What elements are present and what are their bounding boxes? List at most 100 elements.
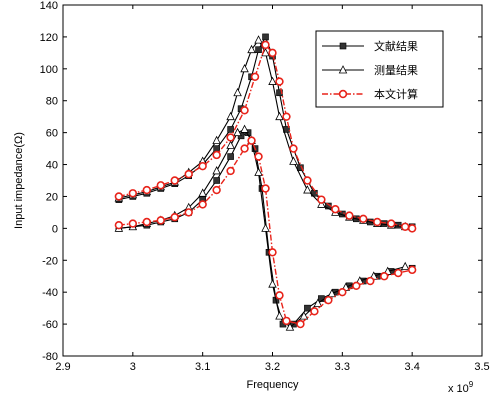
data-point: [387, 219, 396, 228]
data-point: [198, 200, 207, 209]
data-point: [170, 212, 179, 222]
data-point: [128, 219, 138, 228]
y-axis: -80 -60 -40 -20 0 20 40 60 80 100 120 140: [40, 0, 482, 363]
data-point: [254, 167, 263, 176]
legend-label: 本文计算: [374, 87, 418, 101]
data-point: [296, 319, 305, 329]
data-point: [156, 216, 165, 225]
data-point: [304, 304, 311, 312]
data-point: [310, 307, 319, 316]
data-point: [380, 272, 389, 281]
legend-label: 文献结果: [374, 39, 418, 53]
data-point: [400, 261, 410, 271]
data-point: [233, 87, 242, 97]
data-point: [233, 127, 242, 137]
x-tick-label: 3.1: [195, 361, 210, 373]
data-point: [198, 161, 207, 171]
y-tick-label: -60: [42, 319, 58, 331]
data-point: [128, 189, 138, 198]
x-tick-label: 3.5: [474, 361, 489, 373]
data-point: [303, 176, 312, 185]
data-point: [261, 184, 270, 193]
data-point: [324, 295, 333, 305]
data-point: [212, 135, 221, 145]
data-point: [394, 268, 403, 278]
data-point: [184, 169, 193, 179]
legend-marker: [338, 89, 348, 99]
data-point: [359, 214, 368, 223]
data-point: [268, 248, 277, 257]
plot-area: [114, 33, 417, 331]
data-point: [407, 224, 417, 233]
data-point: [299, 311, 309, 320]
data-point: [268, 76, 277, 85]
data-point: [255, 46, 262, 53]
data-point: [327, 288, 337, 298]
data-point: [338, 287, 347, 297]
data-point: [275, 291, 284, 300]
x-axis-label: Frequency: [247, 379, 299, 391]
data-point: [275, 111, 284, 121]
data-point: [254, 152, 263, 161]
y-tick-label: -80: [42, 351, 58, 363]
data-point: [261, 40, 270, 50]
data-point: [366, 276, 375, 286]
y-tick-label: 0: [52, 223, 58, 235]
data-point: [289, 144, 298, 153]
series-3: [114, 40, 417, 329]
data-point: [240, 63, 249, 73]
data-point: [114, 192, 124, 201]
data-point: [400, 222, 410, 231]
legend-marker: [338, 65, 348, 74]
x-axis-exponent-base: x 10: [448, 383, 469, 395]
x-axis-exponent-power: 9: [469, 380, 474, 389]
data-point: [254, 35, 263, 44]
data-point: [317, 199, 326, 208]
y-tick-label: 140: [40, 0, 58, 12]
data-point: [276, 89, 283, 97]
x-tick-label: 3.2: [265, 361, 280, 373]
data-point: [407, 265, 417, 275]
series-line: [118, 128, 406, 329]
data-point: [352, 281, 361, 290]
data-point: [297, 164, 304, 172]
data-point: [303, 185, 312, 194]
y-tick-label: 60: [46, 128, 58, 140]
data-point: [212, 150, 221, 160]
data-point: [213, 145, 220, 152]
data-point: [142, 185, 152, 195]
data-point: [226, 133, 235, 142]
data-point: [156, 181, 165, 190]
data-point: [313, 298, 323, 307]
x-tick-label: 3.4: [405, 361, 420, 373]
data-point: [212, 166, 221, 175]
data-point: [282, 316, 291, 326]
data-point: [226, 140, 235, 149]
data-point: [226, 111, 235, 121]
data-point: [275, 77, 284, 86]
x-tick-label: 3: [130, 361, 136, 373]
x-axis-exponent: x 109: [448, 380, 474, 395]
data-point: [212, 185, 221, 195]
data-point: [213, 177, 220, 184]
x-tick-label: 3.3: [335, 361, 350, 373]
data-point: [331, 205, 340, 214]
data-point: [227, 126, 234, 133]
data-point: [198, 188, 207, 197]
data-point: [226, 166, 235, 176]
y-tick-label: 40: [46, 160, 58, 172]
data-point: [268, 48, 277, 58]
data-point: [262, 33, 269, 41]
data-point: [227, 153, 234, 160]
data-point: [282, 112, 291, 121]
x-tick-label: 2.9: [55, 361, 70, 373]
data-point: [373, 217, 382, 227]
y-tick-label: 120: [40, 32, 58, 44]
y-tick-label: -40: [42, 287, 58, 299]
y-tick-label: 80: [46, 96, 58, 108]
data-point: [184, 208, 193, 217]
x-axis: 2.9 3 3.1 3.2 3.3 3.4 3.5: [55, 5, 490, 373]
data-point: [345, 211, 354, 220]
data-point: [285, 322, 295, 331]
